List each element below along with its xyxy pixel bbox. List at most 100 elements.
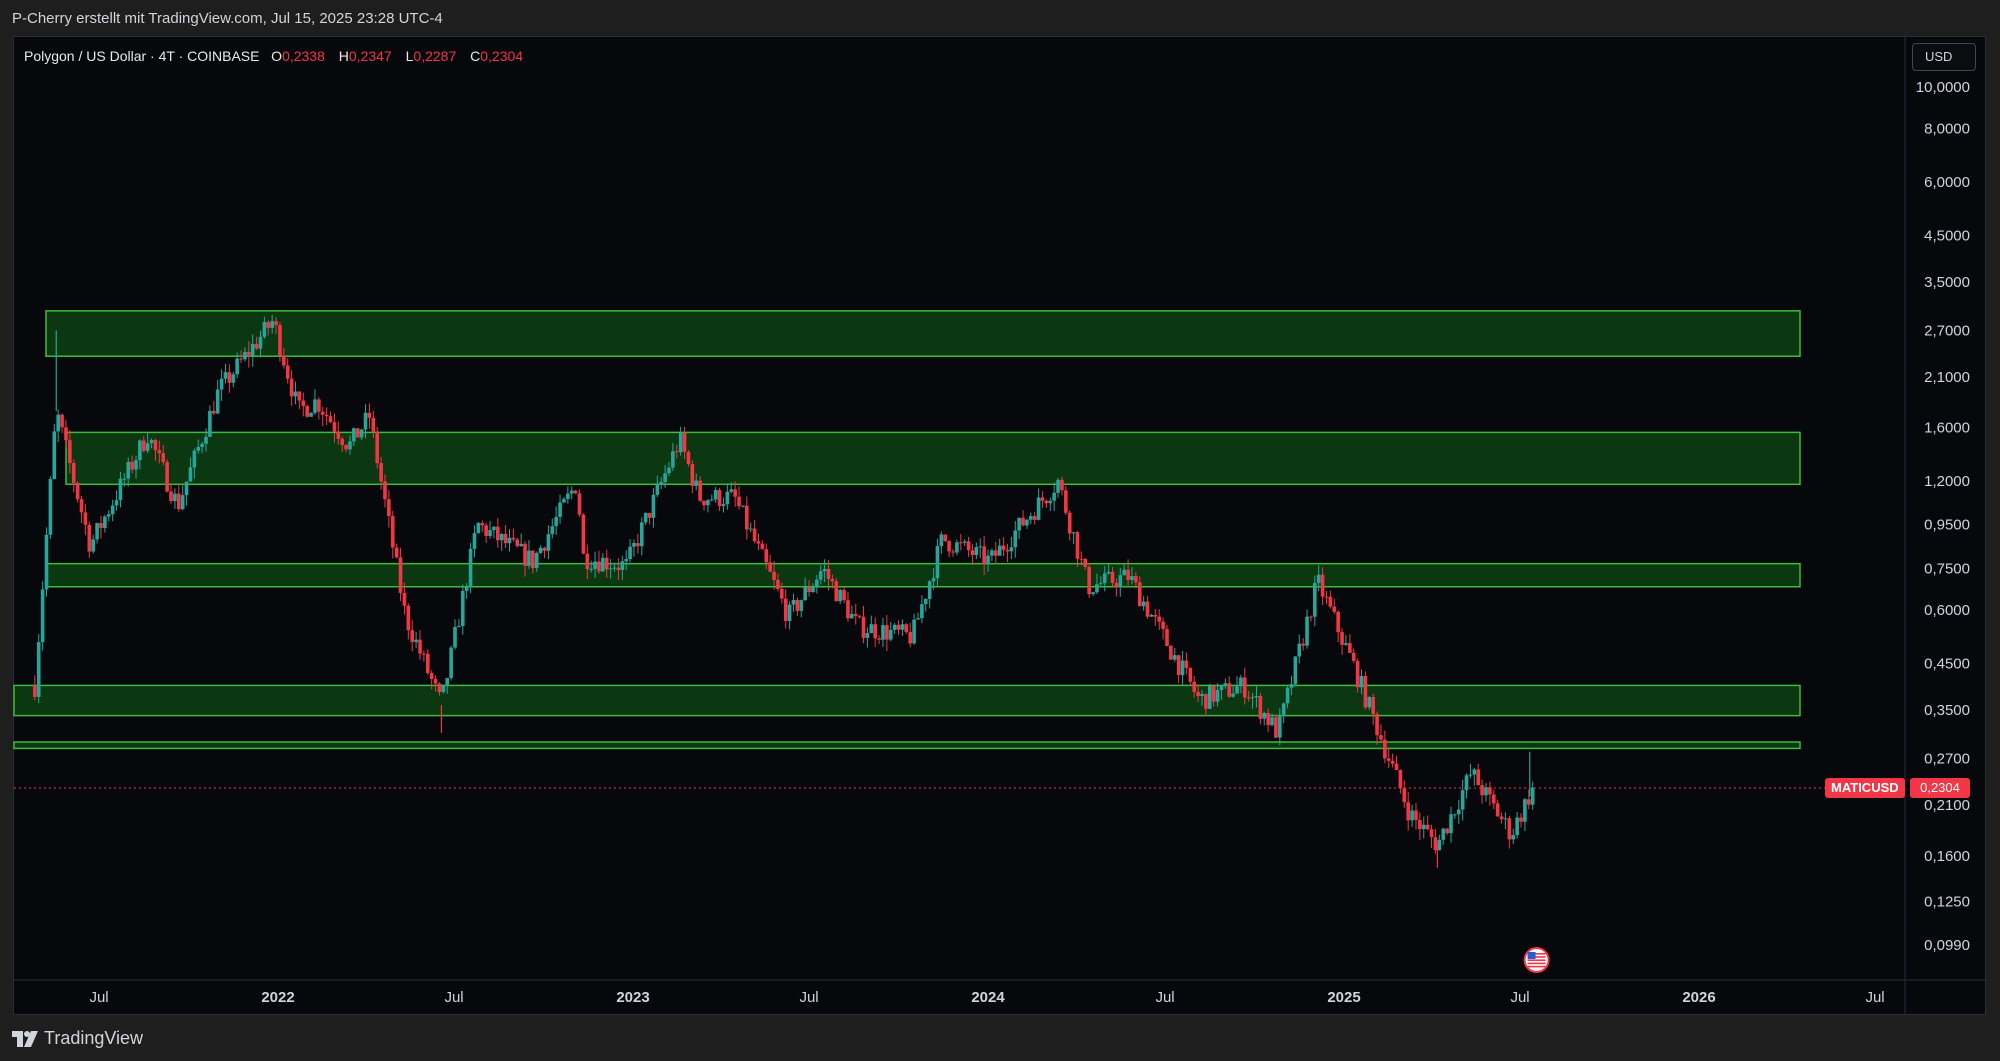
candle-body [1262,712,1267,719]
candle-body [608,568,613,570]
time-tick-label: Jul [799,989,818,1006]
candle-body [480,523,485,526]
candle-body [394,547,399,558]
candle-body [1169,646,1173,660]
support-resistance-zone [45,310,1801,357]
candle-body [531,550,535,569]
flag-stripe [1527,953,1546,955]
candle-body [671,451,675,468]
time-tick-label: Jul [1510,989,1529,1006]
candle-body [488,530,492,537]
support-resistance-zone [65,431,1801,486]
candle-body [1309,616,1313,618]
candle-body [1297,643,1302,657]
candle-body [1503,818,1508,820]
candle-body [527,550,531,566]
candle-body [1048,500,1053,504]
candle-body [219,378,224,390]
candle-body [643,512,648,523]
price-tick-label: 1,2000 [1924,473,1970,490]
candle-body [1231,693,1235,697]
candle-body [48,478,53,535]
candle-body [200,443,204,448]
candle-body [1449,814,1453,834]
candle-body [1480,785,1484,796]
candle-body [390,516,395,548]
candle-body [328,416,333,423]
candle-body [169,491,173,502]
candle-body [624,559,629,562]
candle-body [383,481,387,500]
candle-body [939,534,944,547]
candle-body [1215,690,1220,702]
candle-body [861,616,866,638]
candle-body [1383,739,1387,759]
time-tick-label: 2026 [1682,989,1715,1006]
candle-body [1211,686,1216,702]
candle-body [352,428,356,442]
price-tick-label: 0,3500 [1924,702,1970,719]
price-tick-label: 8,0000 [1924,120,1970,137]
candle-body [173,493,177,502]
candle-body [1460,790,1465,810]
price-tick-label: 0,0990 [1924,937,1970,954]
price-axis: 10,0000 8,0000 6,0000 4,5000 3,5000 2,7000 2,1… [1916,79,1970,954]
candle-body [95,523,99,540]
candle-body [1336,611,1340,633]
candle-body [1445,828,1449,834]
price-tick-label: 0,1250 [1924,894,1970,911]
candle-body [783,598,788,621]
candle-body [1067,512,1072,534]
candle-body [1375,714,1379,736]
candle-body [1227,683,1232,697]
candle-body [476,523,481,534]
candle-body [1491,794,1496,804]
candle-body [511,537,516,540]
candle-body [1025,519,1029,526]
candle-body [970,550,975,556]
candle-body [64,427,68,441]
candle-body [254,343,259,349]
candle-body [1176,655,1181,676]
candle-body [429,672,434,680]
candle-body [68,440,72,464]
candle-body [1052,492,1056,501]
candle-body [453,627,457,648]
tradingview-brand[interactable]: TradingView [12,1028,143,1049]
candle-body [1359,675,1364,688]
candle-body [900,624,905,630]
candle-body [1071,532,1076,534]
candle-body [764,549,769,563]
flag-stripe [1527,962,1546,965]
candle-body [184,481,189,496]
candle-body [908,631,913,644]
candle-body [1289,684,1294,688]
candle-body [1134,576,1138,583]
candle-body [1064,490,1068,513]
candle-body [1114,583,1119,588]
candle-body [449,647,453,679]
candle-body [36,642,41,697]
candle-body [935,546,940,579]
candle-body [955,542,959,553]
candle-body [865,633,870,638]
candle-body [776,579,780,589]
zones-layer [13,310,1801,750]
candle-body [725,491,730,505]
candle-body [834,581,839,602]
candle-body [597,561,601,572]
candle-body [204,436,208,444]
chart-area[interactable] [13,36,1986,1015]
candle-body [612,567,617,569]
candle-body [464,586,469,591]
candle-body [818,571,823,580]
candle-body [519,543,523,547]
candle-body [1165,628,1169,647]
candle-body [134,460,138,470]
candle-body [1219,685,1224,691]
candle-body [947,540,951,552]
currency-button[interactable]: USD [1912,43,1976,71]
us-flag-event-icon [1523,947,1550,973]
candle-body [904,624,909,632]
